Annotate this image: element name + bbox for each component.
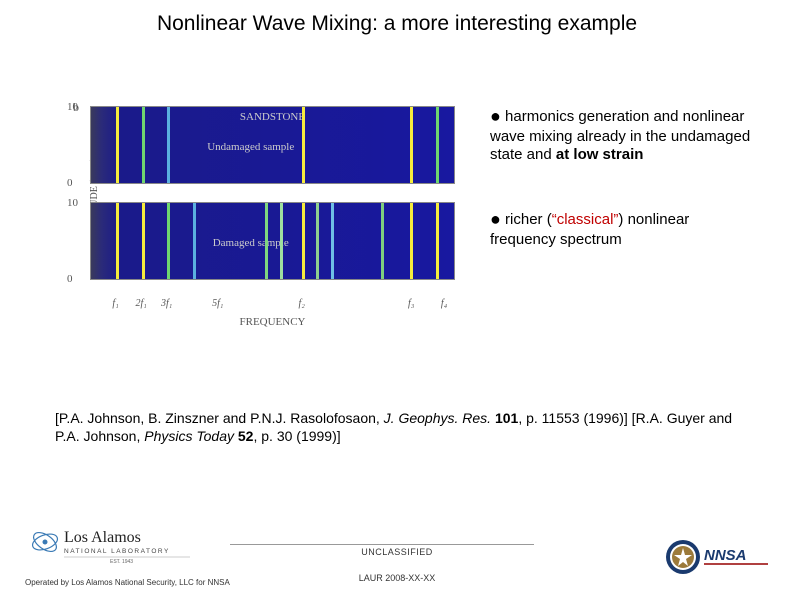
ytick: 10 — [67, 197, 78, 209]
xtick: 3f₁ — [161, 298, 172, 309]
x-ticks: f₁ 2f₁ 3f₁ 5f₁ f₂ f₃ f₄ — [90, 298, 455, 314]
panel-undamaged: 10 0 SANDSTONE Undamaged sample — [90, 106, 455, 184]
content-row: DRIVE AMPLITUDE (volts) b 10 0 SANDSTONE… — [0, 106, 794, 328]
xtick: f₃ — [408, 298, 414, 309]
spectral-line — [142, 203, 145, 279]
xtick: 2f₁ — [135, 298, 146, 309]
bullet-classical: “classical” — [552, 211, 619, 228]
spectral-line — [193, 203, 196, 279]
cite-vol: 52 — [238, 428, 254, 444]
spectral-line — [331, 203, 334, 279]
spectral-line — [410, 203, 413, 279]
spectral-line — [316, 203, 319, 279]
spectral-line — [302, 107, 305, 183]
footer: Los Alamos NATIONAL LABORATORY EST. 1943… — [0, 515, 794, 595]
spectral-line — [265, 203, 268, 279]
bullet-item: ● richer (“classical”) nonlinear frequen… — [490, 209, 755, 249]
spectral-line — [167, 107, 170, 183]
operated-by: Operated by Los Alamos National Security… — [25, 578, 230, 587]
spectrum-chart: DRIVE AMPLITUDE (volts) b 10 0 SANDSTONE… — [45, 106, 470, 328]
spectral-line — [436, 107, 439, 183]
bullet-list: ● harmonics generation and nonlinear wav… — [490, 106, 755, 328]
lanl-logo: Los Alamos NATIONAL LABORATORY EST. 1943 — [30, 524, 200, 569]
classification: UNCLASSIFIED — [361, 547, 433, 557]
spectral-line — [167, 203, 170, 279]
lanl-sub: NATIONAL LABORATORY — [64, 548, 170, 555]
xtick: f₂ — [299, 298, 305, 309]
lanl-text: Los Alamos — [64, 529, 141, 546]
spectral-line — [280, 203, 283, 279]
bullet-text: richer ( — [501, 211, 552, 228]
xtick: f₁ — [112, 298, 118, 309]
spectral-line — [142, 107, 145, 183]
panel-subtitle: Undamaged sample — [207, 141, 294, 153]
spectral-line — [436, 203, 439, 279]
cite-text: [P.A. Johnson, B. Zinszner and P.N.J. Ra… — [55, 410, 384, 426]
bullet-item: ● harmonics generation and nonlinear wav… — [490, 106, 755, 165]
ytick: 10 — [67, 101, 78, 113]
ytick: 0 — [67, 273, 73, 285]
cite-journal: Physics Today — [144, 428, 234, 444]
ytick: 0 — [67, 177, 73, 189]
slide-title: Nonlinear Wave Mixing: a more interestin… — [0, 0, 794, 36]
cite-vol: 101 — [495, 410, 518, 426]
spectral-line — [116, 107, 119, 183]
spectral-line — [410, 107, 413, 183]
laur-number: LAUR 2008-XX-XX — [359, 573, 436, 583]
spectral-line — [302, 203, 305, 279]
spectral-line — [381, 203, 384, 279]
cite-journal: J. Geophys. Res. — [384, 410, 491, 426]
panel-damaged: 10 0 Damaged sample — [90, 202, 455, 280]
x-axis-label: FREQUENCY — [90, 316, 455, 328]
panel-subtitle: Damaged sample — [213, 237, 289, 249]
spectral-line — [116, 203, 119, 279]
nnsa-text: NNSA — [704, 547, 747, 564]
cite-text: , p. 30 (1999)] — [253, 428, 340, 444]
bullet-dot-icon: ● — [490, 106, 501, 126]
footer-divider — [230, 544, 534, 545]
xtick: 5f₁ — [212, 298, 223, 309]
citation: [P.A. Johnson, B. Zinszner and P.N.J. Ra… — [55, 410, 739, 445]
xtick: f₄ — [441, 298, 447, 309]
panel-title: SANDSTONE — [240, 111, 305, 123]
nnsa-logo-icon: NNSA — [664, 538, 774, 576]
nnsa-logo: NNSA — [664, 538, 774, 581]
lanl-est: EST. 1943 — [110, 559, 133, 564]
bullet-bold: at low strain — [556, 146, 644, 163]
bullet-dot-icon: ● — [490, 209, 501, 229]
lanl-logo-icon: Los Alamos NATIONAL LABORATORY EST. 1943 — [30, 524, 200, 564]
